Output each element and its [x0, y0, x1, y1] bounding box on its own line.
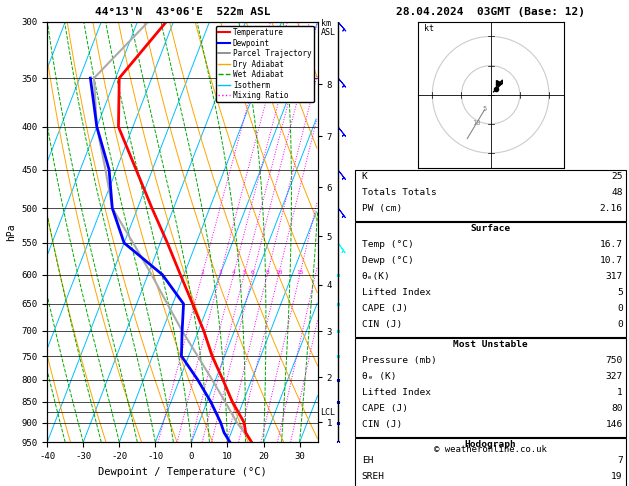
- Text: θₑ(K): θₑ(K): [362, 272, 391, 281]
- Text: LCL: LCL: [320, 408, 335, 417]
- Text: 4: 4: [231, 270, 235, 275]
- Text: 750: 750: [606, 356, 623, 365]
- Text: 2: 2: [200, 270, 204, 275]
- Text: 80: 80: [611, 404, 623, 413]
- Text: 25: 25: [611, 172, 623, 181]
- Text: CIN (J): CIN (J): [362, 420, 402, 429]
- Text: CAPE (J): CAPE (J): [362, 304, 408, 313]
- Text: km
ASL: km ASL: [321, 19, 336, 37]
- Text: Totals Totals: Totals Totals: [362, 188, 437, 197]
- Text: © weatheronline.co.uk: © weatheronline.co.uk: [434, 445, 547, 454]
- Text: 0: 0: [617, 320, 623, 329]
- Text: Hodograph: Hodograph: [465, 440, 516, 449]
- Text: 8: 8: [265, 270, 269, 275]
- Text: kt: kt: [423, 24, 433, 33]
- Text: CAPE (J): CAPE (J): [362, 404, 408, 413]
- Text: 3: 3: [218, 270, 222, 275]
- Text: PW (cm): PW (cm): [362, 204, 402, 213]
- Text: 1: 1: [617, 388, 623, 397]
- Text: 10: 10: [275, 270, 282, 275]
- Y-axis label: hPa: hPa: [6, 223, 16, 241]
- Text: 6: 6: [251, 270, 255, 275]
- Text: 317: 317: [606, 272, 623, 281]
- Text: 16.7: 16.7: [599, 240, 623, 249]
- Legend: Temperature, Dewpoint, Parcel Trajectory, Dry Adiabat, Wet Adiabat, Isotherm, Mi: Temperature, Dewpoint, Parcel Trajectory…: [216, 26, 314, 103]
- Text: 10.7: 10.7: [599, 256, 623, 265]
- Text: Pressure (mb): Pressure (mb): [362, 356, 437, 365]
- Text: Surface: Surface: [470, 224, 511, 233]
- Text: Most Unstable: Most Unstable: [454, 340, 528, 349]
- Text: 0: 0: [617, 304, 623, 313]
- Text: Lifted Index: Lifted Index: [362, 288, 431, 297]
- Text: 19: 19: [611, 472, 623, 481]
- Text: 5: 5: [482, 106, 487, 112]
- Text: 15: 15: [296, 270, 304, 275]
- Text: Lifted Index: Lifted Index: [362, 388, 431, 397]
- Text: 5: 5: [617, 288, 623, 297]
- Text: Temp (°C): Temp (°C): [362, 240, 413, 249]
- Text: 146: 146: [606, 420, 623, 429]
- Text: 48: 48: [611, 188, 623, 197]
- Text: 2.16: 2.16: [599, 204, 623, 213]
- Text: 44°13'N  43°06'E  522m ASL: 44°13'N 43°06'E 522m ASL: [94, 7, 270, 17]
- Text: 327: 327: [606, 372, 623, 381]
- Text: Dewp (°C): Dewp (°C): [362, 256, 413, 265]
- Text: K: K: [362, 172, 367, 181]
- Text: EH: EH: [362, 456, 373, 465]
- Text: SREH: SREH: [362, 472, 385, 481]
- Text: CIN (J): CIN (J): [362, 320, 402, 329]
- Text: 28.04.2024  03GMT (Base: 12): 28.04.2024 03GMT (Base: 12): [396, 7, 585, 17]
- Text: 7: 7: [617, 456, 623, 465]
- X-axis label: Dewpoint / Temperature (°C): Dewpoint / Temperature (°C): [98, 467, 267, 477]
- Text: 10: 10: [472, 121, 481, 126]
- Text: 5: 5: [242, 270, 246, 275]
- Text: θₑ (K): θₑ (K): [362, 372, 396, 381]
